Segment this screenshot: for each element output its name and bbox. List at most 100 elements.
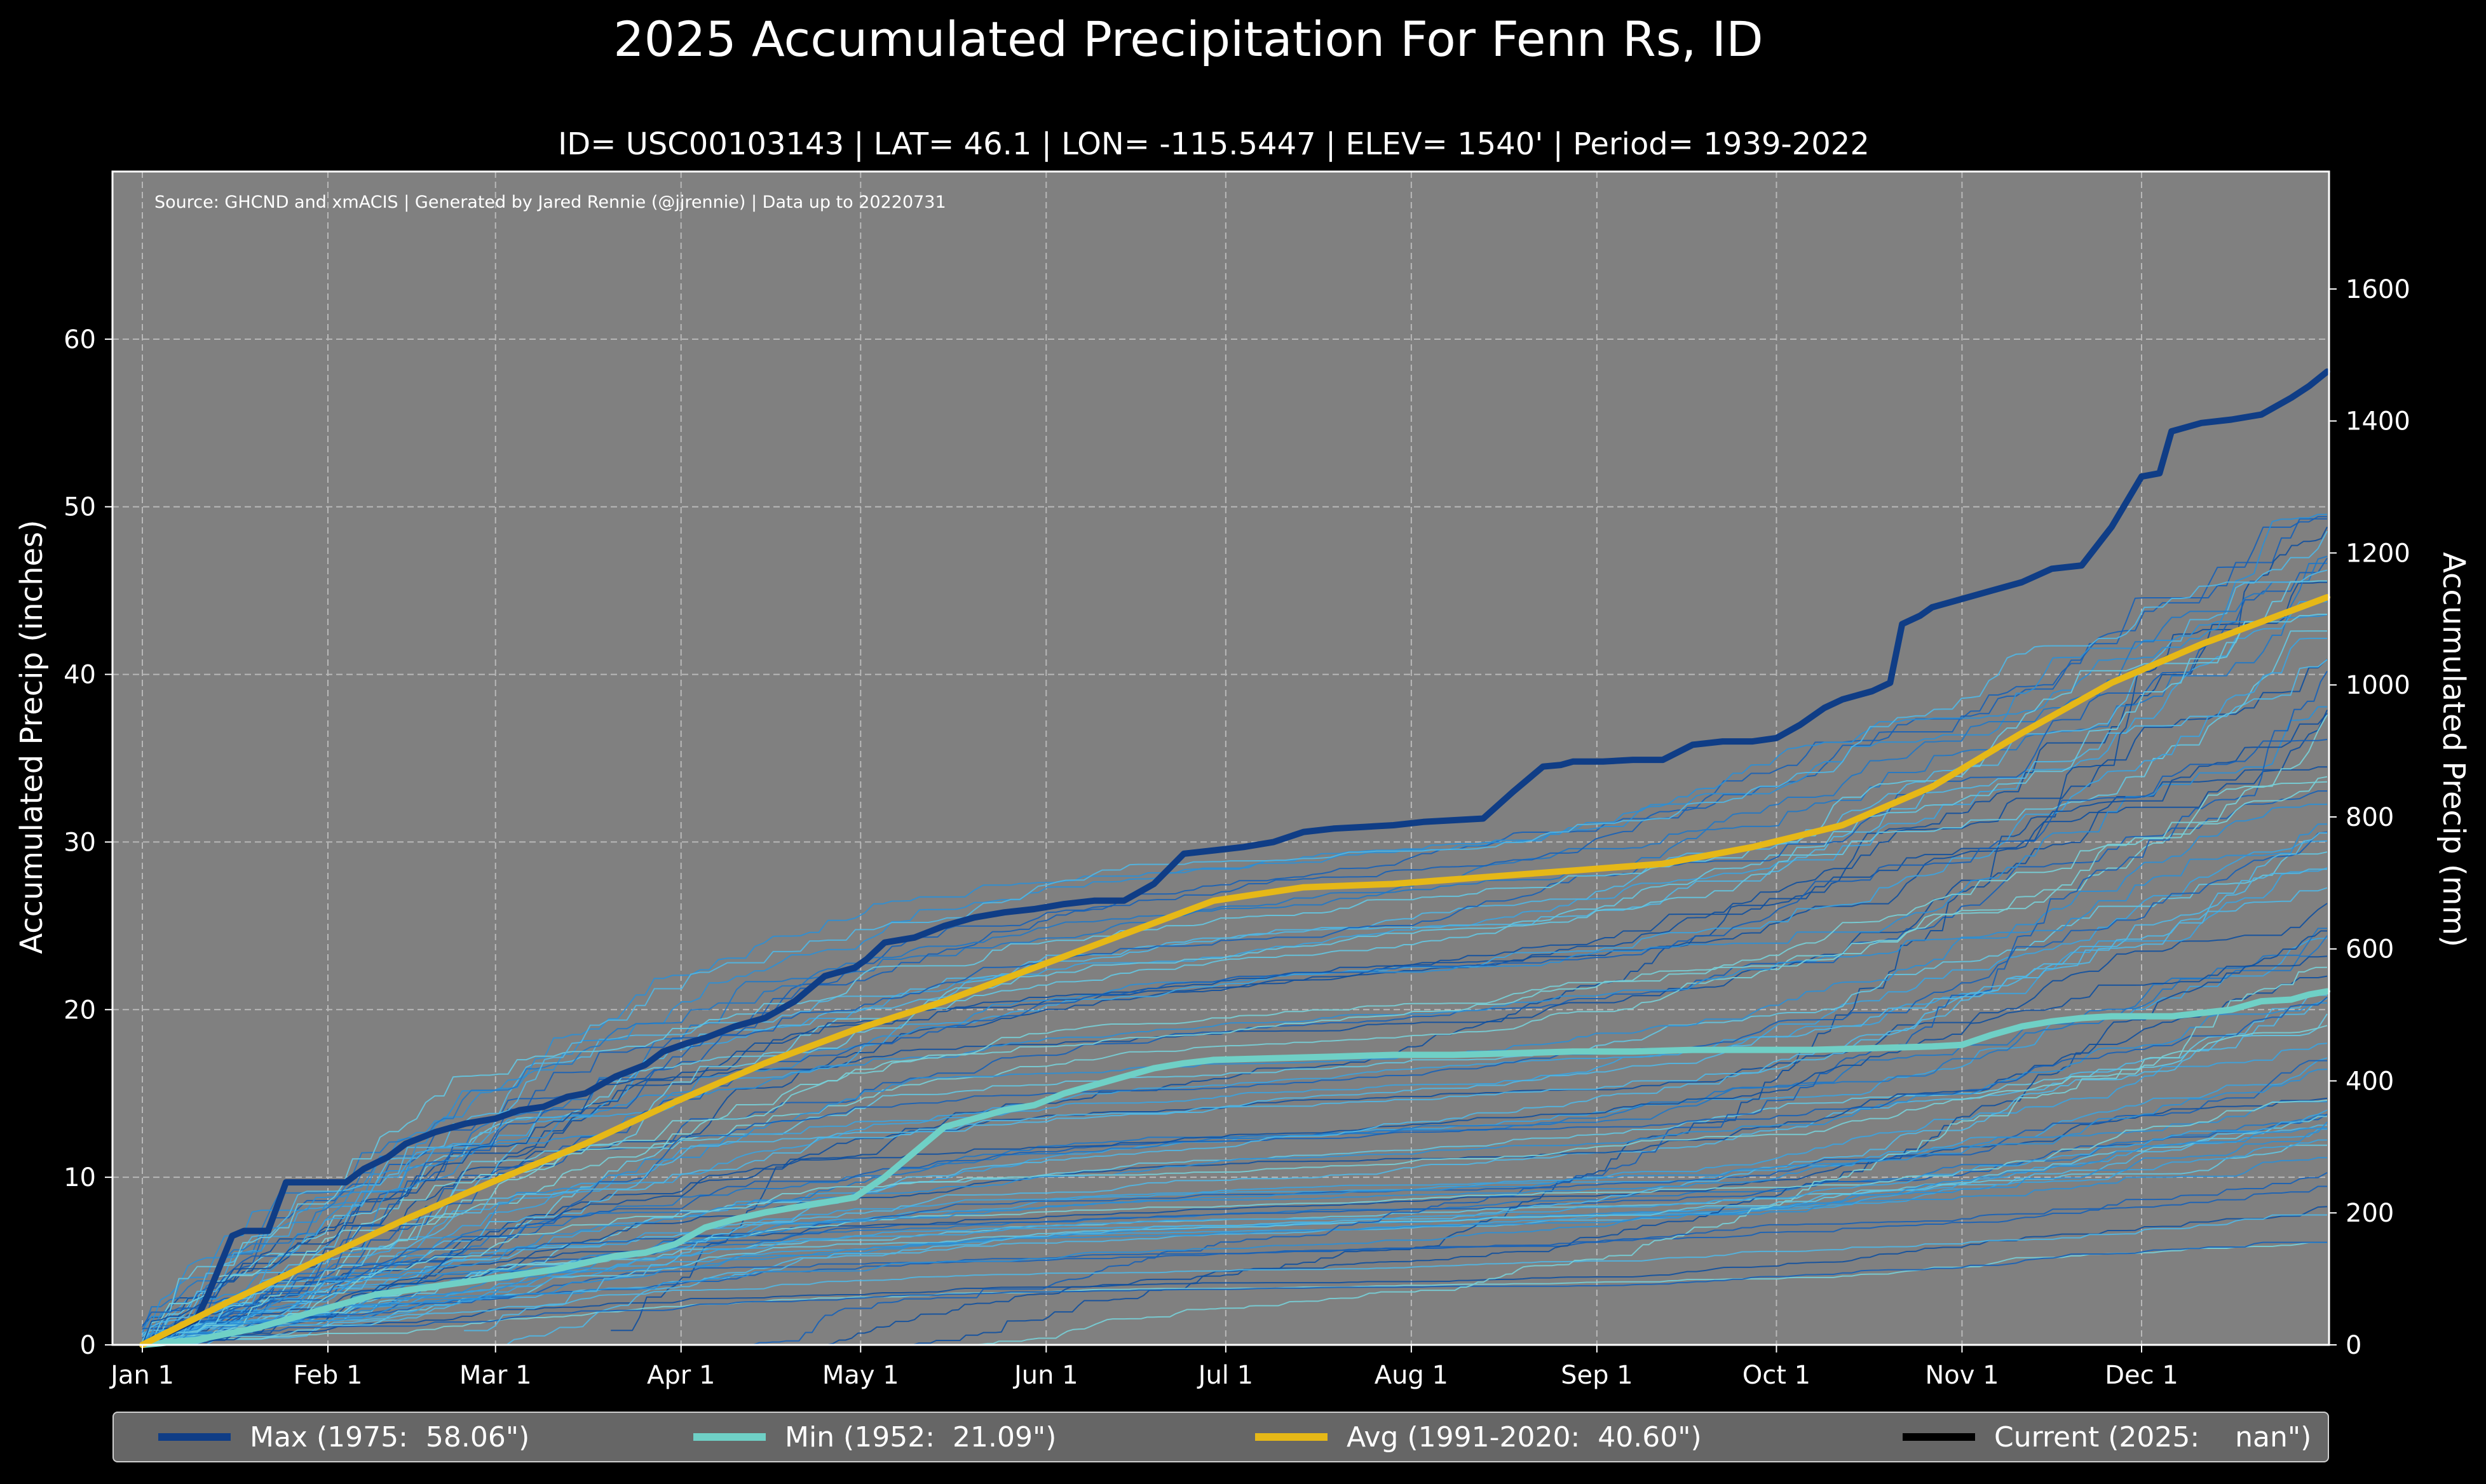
y-right-tick-label: 200 [2346,1199,2394,1228]
legend-item-current: Current (2025: nan") [1903,1413,2311,1461]
legend-label-max: Max (1975: 58.06") [250,1420,530,1454]
legend-item-max: Max (1975: 58.06") [158,1413,529,1461]
x-tick-label: Dec 1 [2105,1361,2178,1390]
plot-frame [111,170,2330,1346]
y-tick-label: 50 [64,493,96,522]
historical-year-line [142,938,2327,1346]
historical-year-line [506,997,2328,1346]
historical-year-line [142,1097,2328,1346]
historical-year-line [142,840,2328,1343]
chart-subtitle: ID= USC00103143 | LAT= 46.1 | LON= -115.… [558,126,1870,162]
historical-year-line [142,928,2327,1337]
historical-year-line [142,569,2328,1337]
historical-year-line [142,1069,2328,1346]
y-tick-label: 20 [64,995,96,1025]
historical-year-line [142,637,2327,1346]
y-right-tick-label: 0 [2346,1331,2361,1360]
historical-year-line [142,1101,2327,1345]
y-right-tick-label: 1000 [2346,671,2410,700]
historical-year-line [142,997,2328,1346]
y-right-tick-label: 600 [2346,935,2394,964]
legend-label-min: Min (1952: 21.09") [785,1420,1057,1454]
max-series-line [139,368,2330,1348]
x-tick-label: Aug 1 [1375,1361,1448,1390]
y-axis-label-right: Accumulated Precip (mm) [2436,552,2471,947]
y-right-tick-label: 400 [2346,1067,2394,1096]
source-note: Source: GHCND and xmACIS | Generated by … [154,192,946,212]
historical-year-line [142,1241,2327,1346]
historical-year-line [142,1214,2327,1346]
historical-year-line [142,558,2328,1330]
y-right-tick-label: 800 [2346,803,2394,832]
historical-year-line [142,1121,2328,1345]
historical-year-line [142,1025,2328,1346]
historical-year-line [142,887,2328,1346]
legend-item-min: Min (1952: 21.09") [693,1413,1056,1461]
x-tick-label: Nov 1 [1925,1361,1999,1390]
historical-year-line [142,713,2328,1346]
historical-year-line [142,614,2327,1344]
y-right-tick-label: 1600 [2346,275,2410,304]
legend-label-current: Current (2025: nan") [1994,1420,2312,1454]
legend-swatch-min [693,1433,766,1441]
x-tick-label: Feb 1 [294,1361,363,1390]
historical-year-line [142,1060,2327,1344]
historical-year-line [142,1206,2328,1346]
y-axis-left: 0 10 20 30 40 50 60 [64,325,112,1360]
historical-year-line [142,580,2327,1346]
y-tick-label: 40 [64,661,96,690]
historical-year-line [752,671,2328,1346]
chart-title: 2025 Accumulated Precipitation For Fenn … [613,11,1763,67]
historical-year-line [142,714,2328,1346]
x-tick-label: Jul 1 [1197,1361,1253,1390]
plot-area [112,172,2329,1345]
historical-year-line [142,630,2327,1346]
historical-year-line [142,659,2328,1335]
y-tick-label: 60 [64,325,96,354]
x-axis: Jan 1 Feb 1 Mar 1 Apr 1 May 1 Jun 1 Jul 1 Aug 1… [109,1345,2178,1390]
historical-year-line [142,1185,2327,1346]
x-tick-label: Apr 1 [647,1361,715,1390]
y-tick-label: 0 [80,1331,96,1360]
historical-year-line [142,1116,2327,1344]
avg-series-line [139,594,2330,1348]
historical-year-line [964,966,2328,1346]
min-series-line [139,988,2330,1348]
historical-year-line [142,1127,2328,1346]
x-tick-label: Jun 1 [1012,1361,1078,1390]
historical-year-line [142,513,2327,1346]
y-tick-label: 10 [64,1163,96,1192]
x-tick-label: Oct 1 [1742,1361,1810,1390]
y-right-tick-label: 1200 [2346,539,2410,568]
x-tick-label: Sep 1 [1561,1361,1633,1390]
historical-year-line [142,831,2328,1346]
historical-year-line [142,1109,2328,1342]
legend-label-avg: Avg (1991-2020: 40.60") [1347,1420,1702,1454]
legend-swatch-avg [1255,1433,1328,1441]
x-tick-label: Mar 1 [459,1361,532,1390]
historical-year-line [142,614,2328,1344]
historical-year-line [826,930,2327,1346]
legend: Max (1975: 58.06") Min (1952: 21.09") Av… [112,1412,2329,1462]
y-axis-label-left: Accumulated Precip (inches) [14,520,50,954]
y-tick-label: 30 [64,828,96,857]
historical-year-line [142,867,2328,1346]
x-tick-label: Jan 1 [109,1361,174,1390]
historical-year-line [142,851,2328,1346]
legend-swatch-max [158,1433,231,1441]
historical-year-line [142,804,2327,1333]
historical-year-line [142,555,2328,1342]
series-lines [139,368,2330,1348]
historical-year-line [912,527,2328,1346]
historical-year-line [142,823,2327,1340]
legend-item-avg: Avg (1991-2020: 40.60") [1255,1413,1702,1461]
historical-year-line [142,1002,2327,1346]
legend-swatch-current [1903,1433,1975,1441]
historical-year-line [142,706,2327,1345]
historical-year-line [142,658,2328,1346]
historical-year-line [142,955,2328,1346]
x-tick-label: May 1 [822,1361,899,1390]
y-axis-right: 0 200 400 600 800 1000 1200 1400 1600 [2329,275,2410,1360]
historical-year-line [464,832,2327,1332]
